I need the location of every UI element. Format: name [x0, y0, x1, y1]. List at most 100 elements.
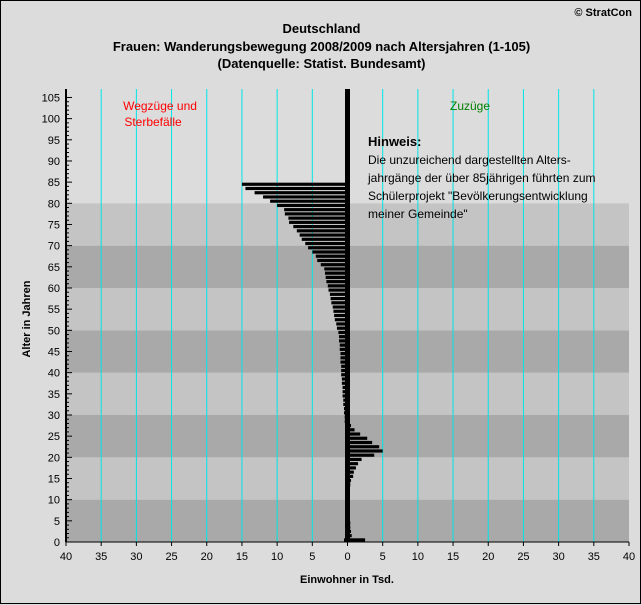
bar: [277, 203, 348, 208]
bar: [334, 313, 348, 318]
x-axis-label: Einwohner in Tsd.: [300, 574, 394, 586]
y-tick-label: 75: [48, 219, 60, 231]
bar: [324, 267, 348, 271]
bar: [308, 246, 348, 250]
chart-title: Deutschland: [282, 21, 361, 36]
bar: [339, 335, 348, 339]
bar: [270, 199, 348, 203]
bar: [331, 301, 348, 305]
x-tick-label: 40: [623, 551, 635, 563]
note-box: Hinweis: Die unzureichend dargestellten …: [368, 133, 628, 223]
bar: [315, 254, 348, 258]
note-line: Schülerprojekt "Bevölkerungsentwicklung: [368, 189, 588, 203]
x-tick-label: 5: [309, 551, 315, 563]
bar: [347, 474, 354, 478]
y-tick-label: 85: [48, 177, 60, 189]
y-tick-label: 0: [54, 537, 60, 549]
bar: [347, 470, 354, 474]
bar: [333, 309, 348, 313]
bar: [347, 453, 375, 457]
x-tick-label: 5: [380, 551, 386, 563]
bar: [341, 377, 348, 381]
bar: [347, 538, 366, 542]
x-tick-label: 25: [165, 551, 177, 563]
bar: [263, 195, 348, 199]
bar: [334, 318, 348, 322]
bar: [347, 466, 356, 470]
bar: [327, 284, 348, 288]
x-tick-label: 20: [201, 551, 213, 563]
x-tick-label: 20: [482, 551, 494, 563]
bar: [293, 225, 348, 229]
bar: [347, 445, 380, 449]
y-tick-label: 70: [48, 241, 60, 253]
bar: [254, 191, 348, 195]
bar: [341, 381, 348, 385]
x-tick-label: 25: [517, 551, 529, 563]
copyright-label: © StratCon: [574, 7, 632, 19]
bar: [301, 237, 348, 241]
x-tick-label: 0: [344, 551, 350, 563]
y-tick-label: 15: [48, 473, 60, 485]
bar: [339, 343, 348, 347]
y-tick-label: 55: [48, 304, 60, 316]
bar: [336, 326, 348, 330]
bar-series: [241, 182, 383, 542]
bar: [324, 271, 348, 275]
note-line: Die unzureichend dargestellten Alters-: [368, 153, 571, 167]
y-tick-label: 45: [48, 346, 60, 358]
bar: [347, 457, 362, 462]
bar: [299, 233, 348, 237]
bar: [330, 296, 348, 301]
y-tick-labels: 0 5 10 15 20 25 30 35 40 45 50 55 60 65 70 75 80 85 90 95 10…: [42, 92, 60, 549]
bar: [340, 352, 348, 356]
bar: [329, 292, 348, 296]
x-tick-label: 30: [130, 551, 142, 563]
y-tick-label: 60: [48, 283, 60, 295]
y-tick-label: 90: [48, 156, 60, 168]
x-tick-labels: 40 35 30 25 20 15 10 5 0 5 10 15 20 25 30 35 40: [60, 551, 635, 563]
y-tick-label: 40: [48, 368, 60, 380]
y-tick-label: 95: [48, 135, 60, 147]
bar: [336, 322, 348, 326]
bar: [339, 339, 348, 343]
x-tick-label: 15: [447, 551, 459, 563]
y-tick-label: 20: [48, 452, 60, 464]
bar: [341, 373, 348, 377]
bar: [340, 356, 348, 360]
bar: [340, 360, 348, 364]
x-tick-label: 35: [588, 551, 600, 563]
bar: [328, 288, 348, 292]
bar: [288, 216, 348, 220]
bar: [347, 440, 373, 445]
bar: [338, 330, 348, 335]
x-tick-label: 30: [553, 551, 565, 563]
bar: [347, 449, 383, 453]
bar: [289, 220, 348, 224]
y-tick-label: 25: [48, 431, 60, 443]
bar: [326, 280, 348, 284]
bar: [341, 364, 348, 368]
axes: [65, 89, 630, 546]
chart-source: (Datenquelle: Statist. Bundesamt): [217, 56, 426, 71]
y-tick-label: 5: [54, 516, 60, 528]
bar: [305, 241, 348, 246]
bar: [339, 347, 348, 351]
bar: [296, 229, 348, 233]
y-tick-label: 65: [48, 262, 60, 274]
bar: [325, 275, 348, 279]
bar: [241, 182, 348, 186]
x-tick-label: 10: [412, 551, 424, 563]
x-tick-label: 15: [236, 551, 248, 563]
bar: [245, 186, 348, 191]
y-axis-label: Alter in Jahren: [21, 280, 33, 357]
x-tick-label: 35: [95, 551, 107, 563]
x-tick-label: 40: [60, 551, 72, 563]
bar: [347, 432, 361, 436]
y-tick-label: 100: [42, 114, 60, 126]
bar: [284, 208, 348, 212]
bar: [284, 212, 348, 216]
bar: [347, 436, 368, 440]
